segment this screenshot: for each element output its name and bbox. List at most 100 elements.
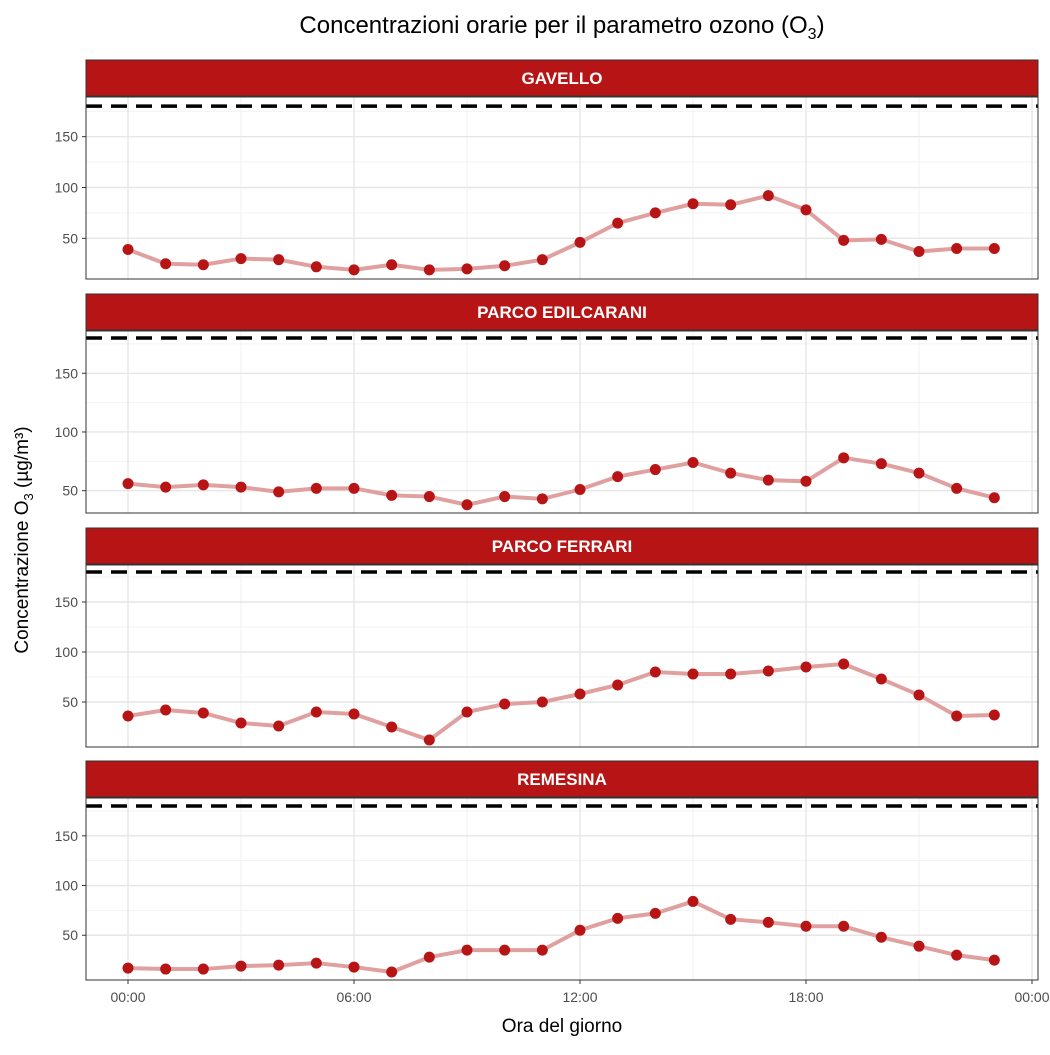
data-point (310, 706, 322, 718)
data-point (951, 949, 963, 961)
facet-label: REMESINA (517, 770, 607, 789)
data-point (762, 474, 774, 486)
data-point (499, 491, 511, 503)
y-tick-label: 150 (55, 828, 79, 844)
data-point (800, 204, 812, 216)
panel-parco-ferrari: PARCO FERRARI 50 100 150 (55, 527, 1039, 748)
panel-parco-edilcarani: PARCO EDILCARANI 50 100 150 (55, 293, 1039, 514)
data-point (687, 198, 699, 210)
data-point (838, 234, 850, 246)
data-point (951, 482, 963, 494)
data-point (273, 959, 285, 971)
data-point (461, 706, 473, 718)
data-point (273, 720, 285, 732)
data-point (574, 236, 586, 248)
data-point (423, 734, 435, 746)
x-tick-label: 18:00 (788, 989, 823, 1005)
data-point (122, 478, 134, 490)
data-point (612, 912, 624, 924)
data-point (988, 242, 1000, 254)
data-point (499, 944, 511, 956)
data-point (197, 707, 209, 719)
y-tick-label: 50 (62, 927, 78, 943)
data-point (423, 264, 435, 276)
facet-strip (85, 59, 1039, 97)
panel-remesina: REMESINA 50 100 150 00:00 06:00 12:00 18:00 00:0… (55, 760, 1050, 1005)
x-tick-label: 06:00 (336, 989, 371, 1005)
panel-border (85, 96, 1039, 280)
panel-border (85, 564, 1039, 748)
data-point (687, 895, 699, 907)
data-point (800, 920, 812, 932)
x-tick-label: 00:00 (1014, 989, 1049, 1005)
data-point (725, 199, 737, 211)
data-point (235, 481, 247, 493)
data-point (348, 961, 360, 973)
data-point (800, 475, 812, 487)
data-point (988, 954, 1000, 966)
x-tick-label: 00:00 (110, 989, 145, 1005)
x-axis-label: Ora del giorno (502, 1016, 622, 1037)
data-point (574, 688, 586, 700)
data-point (649, 666, 661, 678)
panel-border (85, 797, 1039, 981)
facet-label: PARCO EDILCARANI (477, 303, 647, 322)
data-point (461, 944, 473, 956)
panel-gavello: GAVELLO 50 100 150 (55, 59, 1039, 280)
data-point (536, 696, 548, 708)
y-tick-label: 50 (62, 483, 78, 499)
data-point (612, 679, 624, 691)
data-point (235, 960, 247, 972)
data-point (273, 254, 285, 266)
data-point (913, 246, 925, 258)
data-point (122, 962, 134, 974)
data-point (800, 661, 812, 673)
data-point (536, 944, 548, 956)
data-point (310, 261, 322, 273)
data-point (423, 951, 435, 963)
y-tick-label: 150 (55, 129, 79, 145)
data-point (461, 263, 473, 275)
data-point (838, 920, 850, 932)
data-point (499, 698, 511, 710)
series-line (127, 193, 995, 272)
data-point (875, 673, 887, 685)
series-line (127, 661, 995, 743)
data-point (762, 916, 774, 928)
data-point (461, 499, 473, 511)
data-point (310, 482, 322, 494)
data-point (762, 665, 774, 677)
data-point (875, 233, 887, 245)
data-point (197, 963, 209, 975)
panel-border (85, 330, 1039, 514)
data-point (122, 244, 134, 256)
data-point (725, 913, 737, 925)
facet-strip (85, 760, 1039, 798)
data-point (574, 924, 586, 936)
data-point (235, 717, 247, 729)
series-line (127, 455, 995, 507)
data-point (348, 264, 360, 276)
data-point (348, 482, 360, 494)
data-point (574, 484, 586, 496)
data-point (687, 457, 699, 469)
data-point (649, 464, 661, 476)
data-point (612, 471, 624, 483)
data-point (536, 493, 548, 505)
y-tick-label: 100 (55, 878, 79, 894)
y-tick-label: 50 (62, 694, 78, 710)
data-point (612, 217, 624, 229)
data-point (838, 658, 850, 670)
data-point (649, 207, 661, 219)
data-point (951, 242, 963, 254)
data-point (951, 710, 963, 722)
data-point (160, 481, 172, 493)
y-tick-label: 150 (55, 365, 79, 381)
chart-title: Concentrazioni orarie per il parametro o… (299, 12, 824, 43)
data-point (160, 963, 172, 975)
y-tick-label: 150 (55, 594, 79, 610)
data-point (423, 491, 435, 503)
data-point (649, 907, 661, 919)
data-point (988, 492, 1000, 504)
